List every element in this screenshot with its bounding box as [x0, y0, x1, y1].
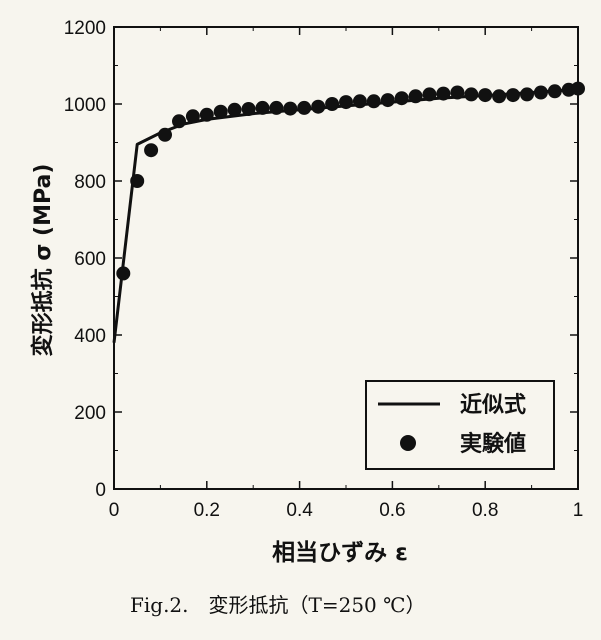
data-point: [213, 104, 228, 119]
data-point: [478, 88, 493, 103]
y-tick-label: 800: [74, 172, 106, 193]
data-point: [199, 107, 214, 122]
x-tick-label: 1: [573, 500, 584, 521]
x-tick-label: 0.8: [472, 500, 498, 521]
data-point: [366, 94, 381, 109]
data-point: [269, 100, 284, 115]
legend-box: [365, 380, 555, 470]
legend-label-scatter: 実験値: [460, 431, 526, 457]
data-point: [311, 99, 326, 114]
data-point: [436, 86, 451, 101]
y-tick-label: 1000: [64, 95, 106, 116]
data-point: [380, 93, 395, 108]
y-axis-label: 変形抵抗 σ (MPa): [30, 164, 56, 357]
plot-area: [112, 81, 585, 343]
data-point: [394, 91, 409, 106]
y-tick-label: 0: [95, 480, 106, 501]
data-point: [325, 97, 340, 111]
data-point: [158, 127, 172, 142]
x-tick-label: 0.4: [286, 500, 313, 521]
data-point: [352, 94, 367, 109]
data-point: [241, 102, 256, 116]
data-point: [227, 102, 242, 117]
data-point: [408, 89, 423, 104]
figure-caption: Fig.2. 変形抵抗（T=250 ℃）: [130, 593, 426, 617]
data-point: [297, 100, 312, 115]
data-point: [506, 88, 520, 103]
data-point: [492, 89, 507, 104]
data-point: [450, 85, 465, 100]
y-tick-label: 200: [74, 403, 106, 424]
axes: 0 200 400 600 800 1000 1200 0 0.2 0.4 0.6 0.8 1: [64, 18, 584, 521]
data-point: [533, 85, 548, 100]
x-axis-label: 相当ひずみ ε: [272, 540, 408, 566]
data-point: [339, 95, 353, 110]
data-point: [130, 174, 145, 188]
data-point: [185, 109, 200, 124]
legend-marker-symbol: [400, 435, 416, 451]
x-tick-label: 0.6: [379, 500, 405, 521]
data-point: [144, 143, 159, 158]
data-point: [283, 101, 298, 116]
data-point: [520, 87, 534, 102]
data-point: [172, 114, 186, 129]
y-tick-label: 400: [74, 326, 106, 347]
data-point: [422, 87, 437, 102]
data-point: [116, 266, 131, 281]
data-point: [547, 84, 562, 99]
y-tick-label: 600: [74, 249, 106, 270]
legend: 近似式 実験値: [365, 380, 555, 470]
data-point: [464, 87, 479, 102]
data-point: [255, 100, 270, 115]
x-tick-label: 0.2: [194, 500, 220, 521]
series-line-approx: [112, 87, 579, 343]
legend-label-line: 近似式: [460, 392, 526, 418]
x-tick-label: 0: [109, 500, 120, 521]
y-tick-label: 1200: [64, 18, 106, 39]
